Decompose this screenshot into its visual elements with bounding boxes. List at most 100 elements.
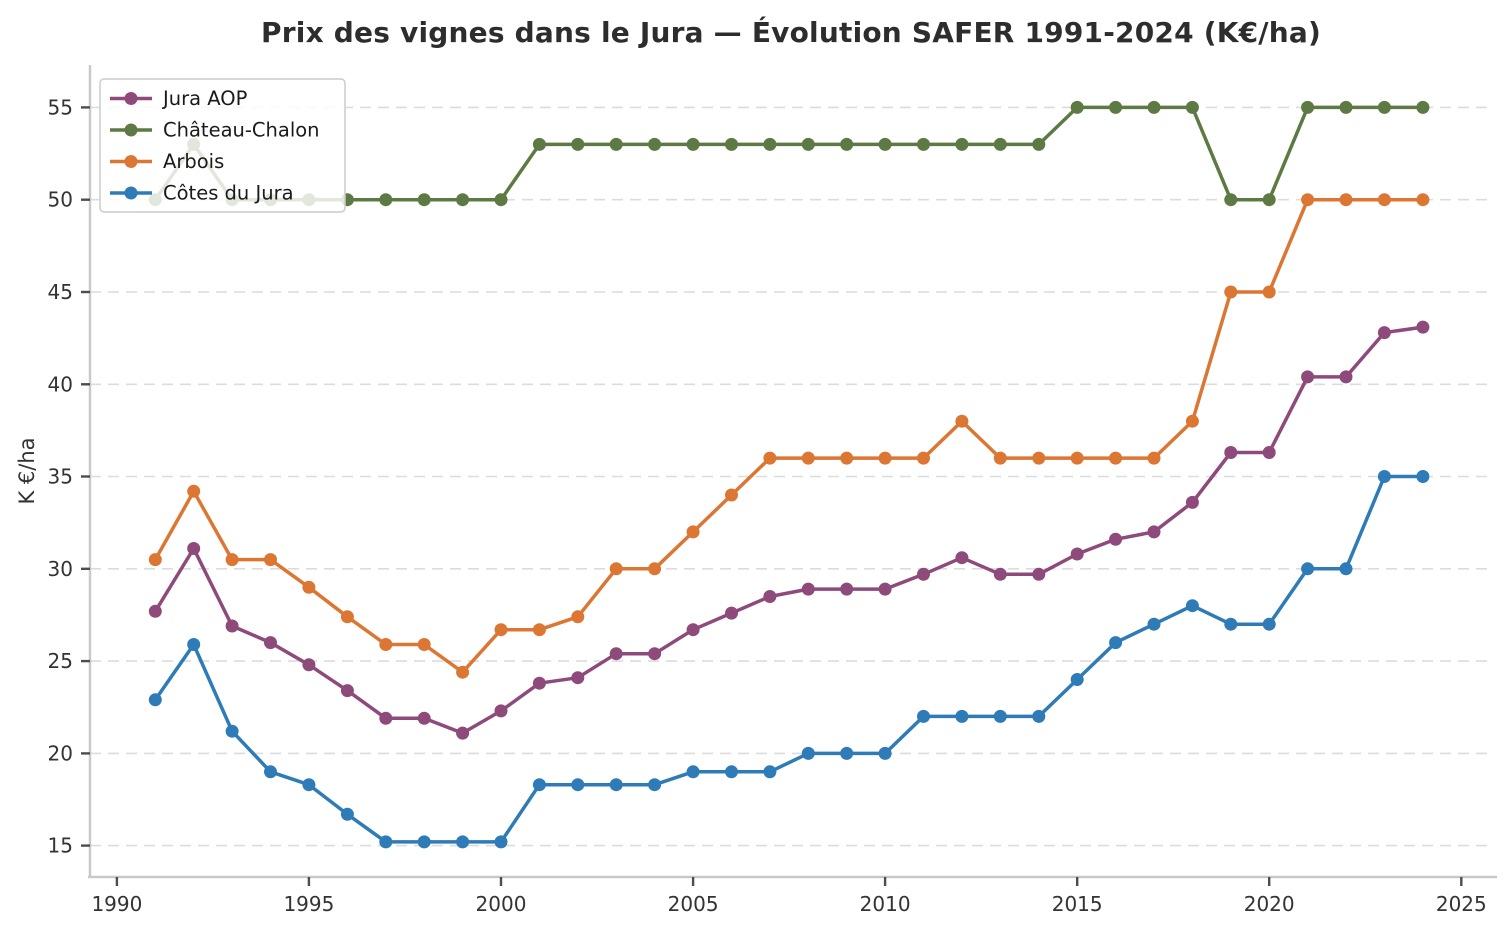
- data-point-arbois: [1032, 451, 1046, 465]
- data-point-ch-teau-chalon: [494, 193, 508, 207]
- data-point-c-tes-du-jura: [1109, 636, 1123, 650]
- y-tick-label: 20: [48, 741, 73, 765]
- data-point-arbois: [955, 414, 969, 428]
- data-point-jura-aop: [456, 726, 470, 740]
- data-point-jura-aop: [1262, 446, 1276, 459]
- y-tick-label: 45: [48, 280, 73, 304]
- data-point-jura-aop: [648, 647, 662, 661]
- y-tick-label: 55: [48, 95, 73, 119]
- data-point-jura-aop: [1339, 370, 1353, 384]
- data-point-jura-aop: [1109, 532, 1123, 546]
- data-point-c-tes-du-jura: [571, 778, 585, 792]
- data-point-arbois: [686, 525, 700, 539]
- chart-title: Prix des vignes dans le Jura — Évolution…: [261, 16, 1321, 49]
- data-point-arbois: [993, 451, 1007, 465]
- x-tick-label: 1990: [91, 892, 142, 916]
- data-point-jura-aop: [571, 671, 585, 685]
- data-point-c-tes-du-jura: [340, 807, 354, 821]
- data-point-c-tes-du-jura: [1416, 470, 1430, 483]
- data-point-jura-aop: [1377, 326, 1391, 340]
- data-point-jura-aop: [686, 623, 700, 637]
- data-point-jura-aop: [763, 590, 777, 603]
- x-tick-label: 2015: [1052, 892, 1103, 916]
- data-point-arbois: [1224, 285, 1238, 299]
- data-point-jura-aop: [417, 711, 431, 725]
- data-point-c-tes-du-jura: [1032, 709, 1046, 723]
- data-point-arbois: [1070, 451, 1084, 465]
- data-point-arbois: [725, 488, 738, 502]
- x-tick-label: 1995: [283, 892, 334, 916]
- series-line-c-tes-du-jura: [153, 474, 1423, 844]
- data-point-arbois: [1377, 193, 1391, 207]
- data-point-jura-aop: [1070, 547, 1084, 561]
- legend-label: Côtes du Jura: [163, 182, 294, 205]
- data-point-ch-teau-chalon: [1416, 100, 1430, 114]
- legend-swatch-marker: [124, 92, 138, 105]
- data-point-arbois: [801, 451, 815, 465]
- data-point-ch-teau-chalon: [1032, 137, 1046, 151]
- data-point-c-tes-du-jura: [225, 724, 239, 738]
- data-point-arbois: [187, 484, 201, 498]
- data-point-jura-aop: [532, 676, 546, 690]
- data-point-arbois: [1416, 193, 1430, 207]
- data-point-arbois: [1185, 414, 1199, 428]
- data-point-arbois: [1339, 193, 1353, 207]
- data-point-ch-teau-chalon: [917, 137, 930, 151]
- data-point-ch-teau-chalon: [456, 193, 470, 207]
- data-point-jura-aop: [1416, 320, 1430, 334]
- data-point-c-tes-du-jura: [801, 746, 815, 760]
- data-point-arbois: [225, 553, 239, 567]
- data-point-ch-teau-chalon: [1070, 100, 1084, 114]
- data-point-jura-aop: [1032, 567, 1046, 581]
- data-point-ch-teau-chalon: [763, 137, 777, 151]
- data-point-ch-teau-chalon: [878, 137, 892, 151]
- y-tick-label: 35: [48, 465, 73, 489]
- data-point-c-tes-du-jura: [187, 638, 201, 651]
- data-point-arbois: [878, 451, 892, 465]
- data-point-ch-teau-chalon: [686, 137, 700, 151]
- data-point-arbois: [1301, 193, 1315, 207]
- data-point-arbois: [532, 623, 546, 637]
- data-point-ch-teau-chalon: [609, 137, 623, 151]
- data-point-jura-aop: [993, 567, 1007, 581]
- legend-swatch-marker: [124, 155, 138, 168]
- data-point-jura-aop: [917, 567, 930, 581]
- data-point-arbois: [648, 562, 662, 576]
- data-point-c-tes-du-jura: [456, 835, 470, 849]
- data-point-ch-teau-chalon: [725, 137, 738, 151]
- data-point-arbois: [1109, 451, 1123, 465]
- data-point-jura-aop: [878, 582, 892, 596]
- data-point-c-tes-du-jura: [763, 765, 777, 779]
- legend-label: Arbois: [163, 150, 224, 173]
- data-point-jura-aop: [1301, 370, 1315, 384]
- data-point-arbois: [456, 665, 470, 679]
- y-tick-label: 15: [48, 834, 73, 858]
- data-point-ch-teau-chalon: [1377, 100, 1391, 114]
- data-point-arbois: [609, 562, 623, 576]
- data-point-jura-aop: [148, 604, 162, 618]
- data-point-jura-aop: [1185, 495, 1199, 509]
- data-point-arbois: [494, 623, 508, 637]
- y-tick-label: 25: [48, 649, 73, 673]
- data-point-c-tes-du-jura: [1185, 599, 1199, 613]
- data-point-c-tes-du-jura: [648, 778, 662, 792]
- data-point-jura-aop: [955, 551, 969, 565]
- data-point-c-tes-du-jura: [1301, 562, 1315, 576]
- x-tick-label: 2000: [476, 892, 527, 916]
- data-point-jura-aop: [187, 542, 201, 555]
- data-point-c-tes-du-jura: [1224, 617, 1238, 631]
- legend: Jura AOP Château-Chalon Arbois Côtes du Jur…: [99, 78, 346, 213]
- series-line-arbois: [153, 197, 1423, 674]
- data-point-ch-teau-chalon: [648, 137, 662, 151]
- x-tick-label: 2010: [860, 892, 911, 916]
- y-tick-label: 40: [48, 372, 73, 396]
- y-tick-label: 30: [48, 557, 73, 581]
- data-point-jura-aop: [225, 619, 239, 633]
- data-point-c-tes-du-jura: [1262, 617, 1276, 631]
- series-line-ch-teau-chalon: [153, 105, 1423, 202]
- data-point-ch-teau-chalon: [1262, 193, 1276, 207]
- data-point-c-tes-du-jura: [955, 709, 969, 723]
- legend-swatch-marker: [124, 186, 138, 200]
